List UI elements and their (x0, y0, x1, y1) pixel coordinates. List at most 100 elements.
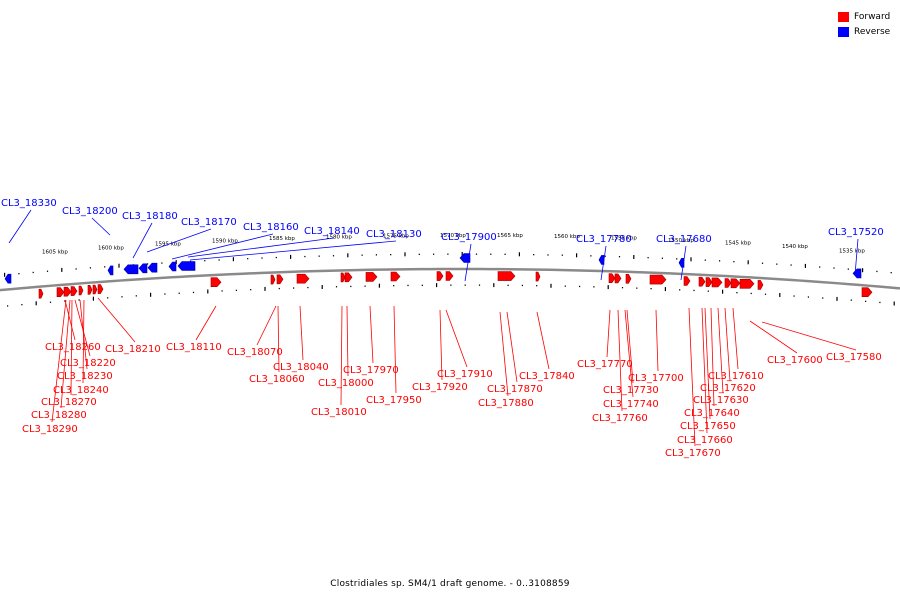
forward-gene[interactable] (276, 274, 284, 285)
forward-gene[interactable] (497, 271, 516, 281)
gene-label-cl3-17760[interactable]: CL3_17760 (592, 413, 648, 424)
gene-label-cl3-18270[interactable]: CL3_18270 (41, 397, 97, 408)
scale-tick (661, 257, 663, 259)
gene-label-cl3-18170[interactable]: CL3_18170 (181, 217, 237, 228)
gene-label-cl3-18010[interactable]: CL3_18010 (311, 407, 367, 418)
scale-tick (390, 254, 392, 256)
scale-tick (865, 300, 867, 302)
forward-gene[interactable] (739, 278, 755, 289)
gene-label-cl3-18180[interactable]: CL3_18180 (122, 211, 178, 222)
scale-tick (604, 255, 606, 257)
forward-gene[interactable] (344, 272, 353, 283)
forward-gene[interactable] (535, 271, 541, 282)
gene-label-cl3-18040[interactable]: CL3_18040 (273, 362, 329, 373)
forward-gene[interactable] (730, 278, 741, 289)
gene-label-cl3-17870[interactable]: CL3_17870 (487, 384, 543, 395)
gene-label-cl3-18280[interactable]: CL3_18280 (31, 410, 87, 421)
forward-gene[interactable] (70, 286, 78, 296)
scale-tick (807, 296, 809, 298)
gene-label-cl3-18210[interactable]: CL3_18210 (105, 344, 161, 355)
reverse-gene[interactable] (598, 255, 605, 265)
forward-gene[interactable] (87, 284, 93, 295)
gene-label-cl3-17880[interactable]: CL3_17880 (478, 398, 534, 409)
gene-label-cl3-17610[interactable]: CL3_17610 (708, 371, 764, 382)
gene-label-cl3-17640[interactable]: CL3_17640 (684, 408, 740, 419)
forward-gene[interactable] (683, 276, 691, 286)
forward-gene[interactable] (705, 277, 713, 287)
forward-gene[interactable] (210, 277, 222, 288)
forward-gene[interactable] (340, 272, 346, 283)
forward-gene[interactable] (436, 271, 444, 281)
scale-label: 1605 kbp (42, 250, 68, 256)
gene-label-cl3-17680[interactable]: CL3_17680 (656, 234, 712, 245)
reverse-gene[interactable] (852, 268, 862, 279)
forward-gene[interactable] (38, 288, 44, 299)
forward-gene[interactable] (56, 287, 65, 298)
gene-label-cl3-17700[interactable]: CL3_17700 (628, 373, 684, 384)
forward-gene[interactable] (625, 273, 632, 284)
gene-label-cl3-18130[interactable]: CL3_18130 (366, 229, 422, 240)
gene-label-cl3-18070[interactable]: CL3_18070 (227, 347, 283, 358)
forward-gene[interactable] (698, 276, 706, 287)
forward-gene[interactable] (757, 280, 764, 290)
forward-gene[interactable] (270, 274, 276, 285)
scale-tick (321, 285, 323, 289)
reverse-gene[interactable] (138, 263, 148, 274)
gene-label-cl3-18330[interactable]: CL3_18330 (1, 198, 57, 209)
gene-label-cl3-17670[interactable]: CL3_17670 (665, 448, 721, 459)
forward-gene[interactable] (63, 286, 72, 297)
reverse-gene[interactable] (147, 262, 158, 273)
gene-label-cl3-17840[interactable]: CL3_17840 (519, 371, 575, 382)
scale-tick (307, 286, 309, 289)
gene-label-cl3-18240[interactable]: CL3_18240 (53, 385, 109, 396)
scale-tick (761, 262, 764, 264)
leader-line (854, 238, 859, 276)
forward-gene[interactable] (445, 271, 454, 281)
gene-label-cl3-17580[interactable]: CL3_17580 (826, 352, 882, 363)
gene-label-cl3-17740[interactable]: CL3_17740 (603, 399, 659, 410)
forward-gene[interactable] (614, 273, 622, 284)
forward-gene[interactable] (861, 287, 873, 298)
forward-gene[interactable] (78, 285, 84, 296)
forward-gene[interactable] (724, 278, 732, 288)
reverse-gene[interactable] (4, 273, 12, 284)
forward-gene[interactable] (390, 271, 401, 282)
gene-label-cl3-18200[interactable]: CL3_18200 (62, 206, 118, 217)
forward-gene[interactable] (92, 284, 98, 295)
gene-label-cl3-17660[interactable]: CL3_17660 (677, 435, 733, 446)
gene-label-cl3-17910[interactable]: CL3_17910 (437, 369, 493, 380)
gene-label-cl3-18140[interactable]: CL3_18140 (304, 226, 360, 237)
reverse-gene[interactable] (123, 264, 139, 275)
reverse-gene[interactable] (107, 265, 114, 276)
gene-label-cl3-17770[interactable]: CL3_17770 (577, 359, 633, 370)
gene-label-cl3-17730[interactable]: CL3_17730 (603, 385, 659, 396)
gene-label-cl3-18260[interactable]: CL3_18260 (45, 342, 101, 353)
gene-label-cl3-17600[interactable]: CL3_17600 (767, 355, 823, 366)
gene-label-cl3-18290[interactable]: CL3_18290 (22, 424, 78, 435)
gene-label-cl3-17620[interactable]: CL3_17620 (700, 383, 756, 394)
gene-label-cl3-17780[interactable]: CL3_17780 (576, 234, 632, 245)
gene-label-cl3-18110[interactable]: CL3_18110 (166, 342, 222, 353)
gene-label-cl3-17900[interactable]: CL3_17900 (441, 232, 497, 243)
gene-label-cl3-18060[interactable]: CL3_18060 (249, 374, 305, 385)
reverse-gene[interactable] (177, 261, 196, 271)
gene-label-cl3-17970[interactable]: CL3_17970 (343, 365, 399, 376)
forward-gene[interactable] (711, 277, 723, 288)
reverse-gene[interactable] (459, 253, 471, 263)
reverse-gene[interactable] (168, 261, 177, 272)
gene-label-cl3-18000[interactable]: CL3_18000 (318, 378, 374, 389)
gene-label-cl3-17950[interactable]: CL3_17950 (366, 395, 422, 406)
gene-label-cl3-18230[interactable]: CL3_18230 (57, 371, 113, 382)
forward-gene[interactable] (365, 272, 378, 282)
gene-label-cl3-17920[interactable]: CL3_17920 (412, 382, 468, 393)
scale-tick (304, 255, 306, 258)
gene-label-cl3-17630[interactable]: CL3_17630 (693, 395, 749, 406)
gene-label-cl3-18220[interactable]: CL3_18220 (60, 358, 116, 369)
gene-label-cl3-18160[interactable]: CL3_18160 (243, 222, 299, 233)
gene-label-cl3-17520[interactable]: CL3_17520 (828, 227, 884, 238)
forward-gene[interactable] (97, 284, 104, 294)
forward-gene[interactable] (608, 273, 616, 284)
forward-gene[interactable] (296, 273, 310, 284)
gene-label-cl3-17650[interactable]: CL3_17650 (680, 421, 736, 432)
forward-gene[interactable] (649, 274, 667, 285)
